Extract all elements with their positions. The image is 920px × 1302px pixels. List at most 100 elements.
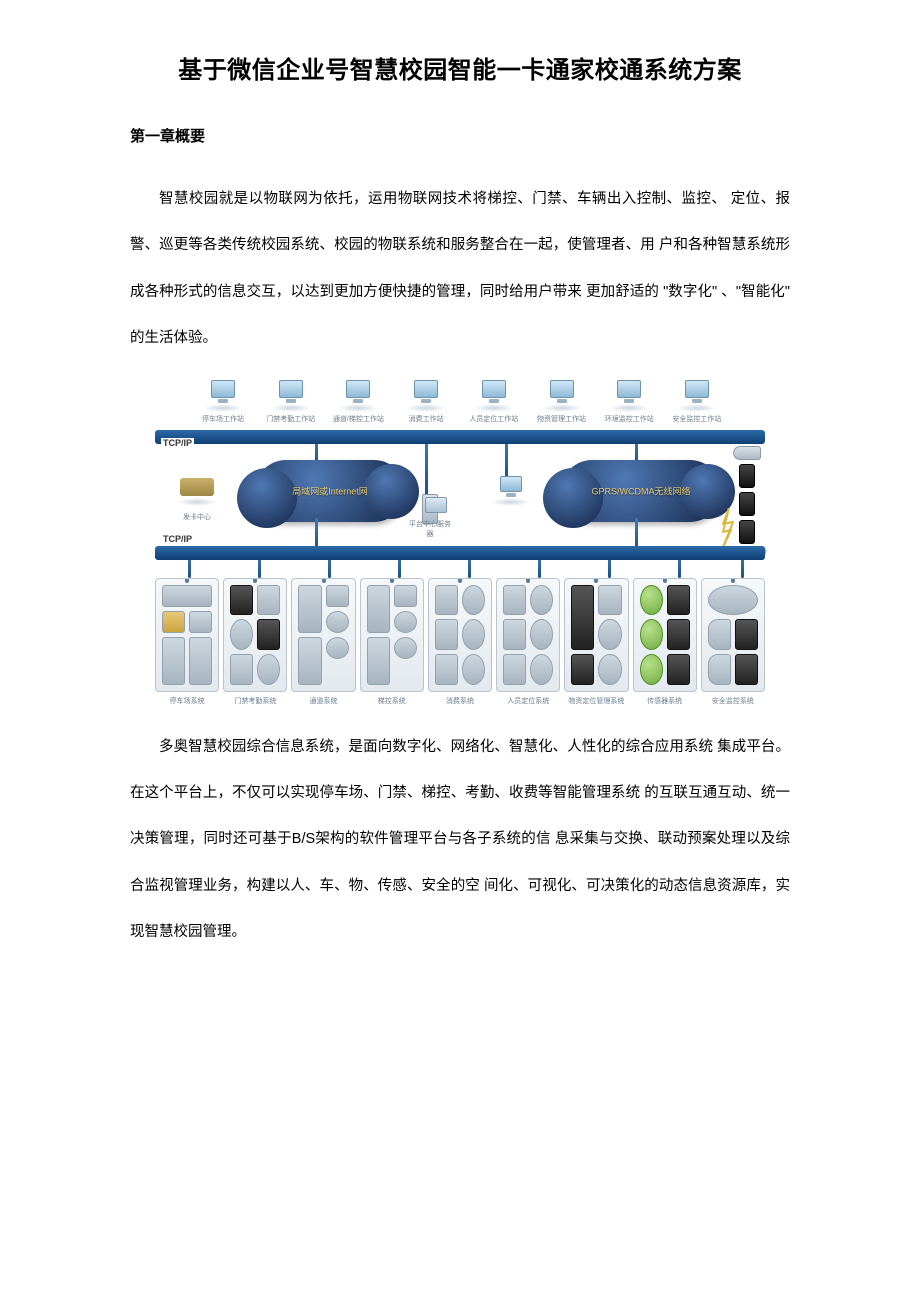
antenna-icon (503, 585, 526, 616)
workstation-row: 停车场工作站 门禁考勤工作站 通道/梯控工作站 消费工作站 人员定位工作站 (195, 380, 725, 424)
shadow (203, 404, 243, 412)
subsystem-label: 消费系统 (428, 696, 492, 706)
subsystem-label: 传感器系统 (633, 696, 697, 706)
workstation: 消费工作站 (398, 380, 454, 424)
subsystem-pos: 消费系统 (428, 578, 492, 706)
sensor-icon (394, 637, 417, 659)
tag-icon (530, 585, 553, 616)
turnstile-icon (298, 585, 321, 633)
tag-icon (598, 619, 621, 650)
workstation-label: 物资管理工作站 (534, 414, 590, 424)
subsystem-label: 物资定位管理系统 (564, 696, 628, 706)
document-title: 基于微信企业号智慧校园智能一卡通家校通系统方案 (130, 50, 790, 85)
mid-bar-wrap: TCP/IP (155, 546, 765, 560)
workstation: 门禁考勤工作站 (263, 380, 319, 424)
monitor-icon (500, 476, 522, 492)
antenna-icon (503, 619, 526, 650)
wireless-devices (729, 446, 765, 544)
subsystem-label: 停车场系统 (155, 696, 219, 706)
network-diagram: 停车场工作站 门禁考勤工作站 通道/梯控工作站 消费工作站 人员定位工作站 (155, 380, 765, 706)
pos-icon (435, 619, 458, 650)
camera-icon (708, 654, 731, 685)
elevator-icon (367, 585, 390, 633)
lan-cloud: 局域网或Internet网 (255, 460, 405, 522)
reader-icon (257, 619, 280, 650)
monitor-icon (414, 380, 438, 398)
device-icon (162, 585, 212, 607)
lan-cloud-label: 局域网或Internet网 (292, 484, 368, 497)
reader-icon (230, 585, 253, 616)
subsystem-person-locate: 人员定位系统 (496, 578, 560, 706)
wireless-gateway (491, 476, 531, 508)
subsystem-label: 门禁考勤系统 (223, 696, 287, 706)
workstation: 环境监控工作站 (601, 380, 657, 424)
workstation-label: 环境监控工作站 (601, 414, 657, 424)
workstation-label: 消费工作站 (398, 414, 454, 424)
workstation: 停车场工作站 (195, 380, 251, 424)
subsystem-row: 停车场系统 门禁考勤系统 (155, 578, 765, 706)
paragraph-1: 智慧校园就是以物联网为依托，运用物联网技术将梯控、门禁、车辆出入控制、监控、 定… (130, 176, 790, 362)
device-icon (326, 585, 349, 607)
camera-icon (708, 619, 731, 650)
section-heading: 第一章概要 (130, 125, 790, 146)
drop-lines-bottom (155, 560, 765, 578)
monitor-icon (482, 380, 506, 398)
card-center: 发卡中心 (167, 478, 227, 522)
sensor-green-icon (640, 654, 663, 685)
barrier-icon (162, 637, 185, 685)
subsystem-cctv: 安全监控系统 (701, 578, 765, 706)
subsystem-asset-locate: 物资定位管理系统 (564, 578, 628, 706)
monitor-icon (346, 380, 370, 398)
workstation: 人员定位工作站 (466, 380, 522, 424)
monitor-icon (617, 380, 641, 398)
subsystem-label: 通道系统 (291, 696, 355, 706)
workstation-label: 通道/梯控工作站 (330, 414, 386, 424)
workstation-label: 门禁考勤工作站 (263, 414, 319, 424)
barrier-icon (189, 637, 212, 685)
subsystem-label: 安全监控系统 (701, 696, 765, 706)
device-icon (598, 585, 621, 616)
device-icon (257, 585, 280, 616)
sensor-green-icon (640, 619, 663, 650)
monitor-icon (685, 380, 709, 398)
subsystem-elevator: 梯控系统 (360, 578, 424, 706)
sensor-icon (230, 619, 253, 650)
sensor-icon (667, 654, 690, 685)
sensor-icon (394, 611, 417, 633)
turnstile-icon (298, 637, 321, 685)
subsystem-label: 人员定位系统 (496, 696, 560, 706)
sensor-icon (462, 619, 485, 650)
sensor-icon (462, 585, 485, 616)
handheld-icon (739, 464, 755, 488)
sensor-icon (462, 654, 485, 685)
camera-icon (733, 446, 761, 460)
device-icon (189, 611, 212, 633)
device-icon (394, 585, 417, 607)
network-bar-top (155, 430, 765, 444)
connector (505, 440, 508, 480)
handheld-icon (739, 492, 755, 516)
card-icon (162, 611, 185, 633)
monitor-stand (218, 399, 228, 403)
subsystem-access: 门禁考勤系统 (223, 578, 287, 706)
monitor-icon (550, 380, 574, 398)
paragraph-2: 多奥智慧校园综合信息系统，是面向数字化、网络化、智慧化、人性化的综合应用系统 集… (130, 724, 790, 956)
subsystem-channel: 通道系统 (291, 578, 355, 706)
tcpip-label-2: TCP/IP (161, 534, 194, 544)
device-icon (230, 654, 253, 685)
tag-icon (530, 619, 553, 650)
reader-icon (571, 654, 594, 685)
subsystem-label: 梯控系统 (360, 696, 424, 706)
tcpip-label-1: TCP/IP (161, 438, 194, 448)
server-label: 平台中心服务器 (407, 519, 453, 539)
dome-camera-icon (708, 585, 758, 616)
reader-icon (571, 585, 594, 650)
network-bar-mid (155, 546, 765, 560)
workstation-label: 停车场工作站 (195, 414, 251, 424)
middle-tier: 发卡中心 局域网或Internet网 平台中心服务器 GPRS/WCDMA无线网… (155, 446, 765, 552)
sensor-green-icon (640, 585, 663, 616)
bottom-tier: 停车场系统 门禁考勤系统 (155, 560, 765, 706)
workstation: 物资管理工作站 (534, 380, 590, 424)
elevator-icon (367, 637, 390, 685)
subsystem-sensor: 传感器系统 (633, 578, 697, 706)
